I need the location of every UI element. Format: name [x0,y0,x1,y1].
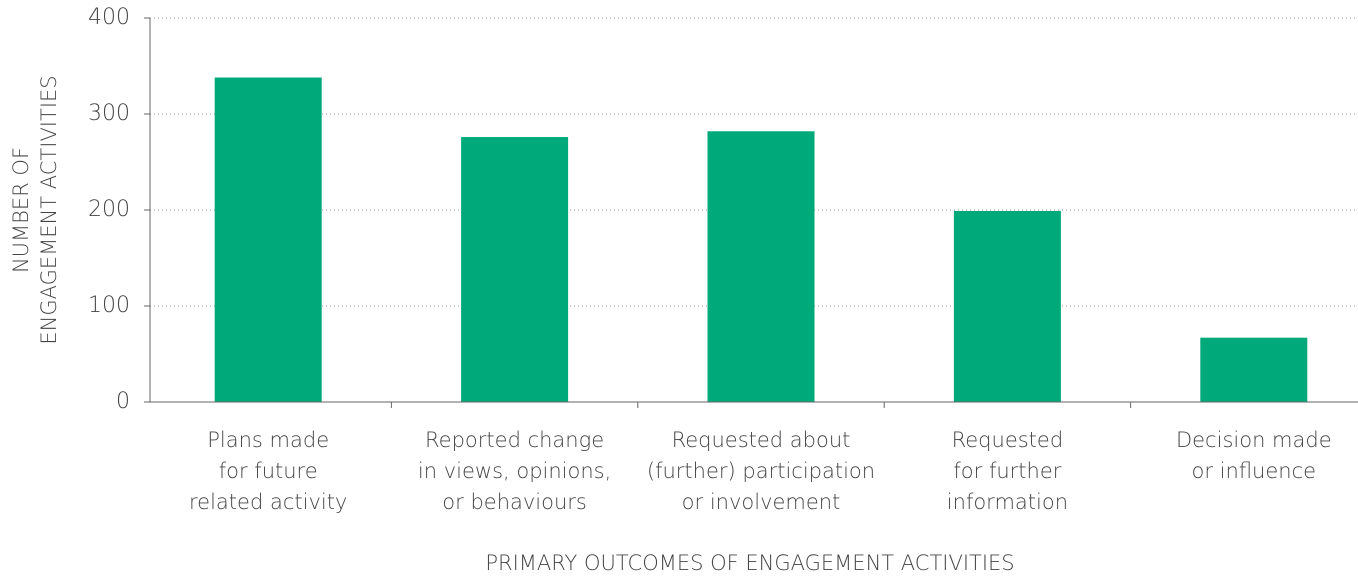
x-tick-label: Requested about [672,428,851,452]
x-axis-label: PRIMARY OUTCOMES OF ENGAGEMENT ACTIVITIE… [485,551,1014,575]
x-tick-label: Plans made [207,428,329,452]
bar [1200,337,1308,402]
x-tick-label: (further) participation [647,459,875,483]
x-tick-label: or influence [1192,459,1317,483]
x-tick-label: for future [219,459,318,483]
x-tick-label: Requested [952,428,1064,452]
bar [461,137,569,403]
x-tick-label: in views, opinions, [418,459,611,483]
x-tick-label: or behaviours [442,490,587,514]
y-axis-label-line: ENGAGEMENT ACTIVITIES [37,75,61,344]
y-tick-label: 300 [88,101,130,126]
x-tick-label: Decision made [1176,428,1332,452]
x-tick-label: information [947,490,1068,514]
x-tick-label: for further [953,459,1061,483]
y-axis-label-line: NUMBER OF [9,147,33,273]
y-tick-label: 100 [88,293,130,318]
bar [214,77,322,403]
bar [953,210,1061,402]
y-tick-label: 200 [88,197,130,222]
x-tick-label: related activity [189,490,347,514]
y-axis-label: NUMBER OF ENGAGEMENT ACTIVITIES [9,75,61,344]
y-tick-label: 400 [88,5,130,30]
x-tick-label: or involvement [682,490,841,514]
bar [707,131,815,402]
x-tick-label: Reported change [425,428,604,452]
y-tick-label: 0 [116,389,130,414]
